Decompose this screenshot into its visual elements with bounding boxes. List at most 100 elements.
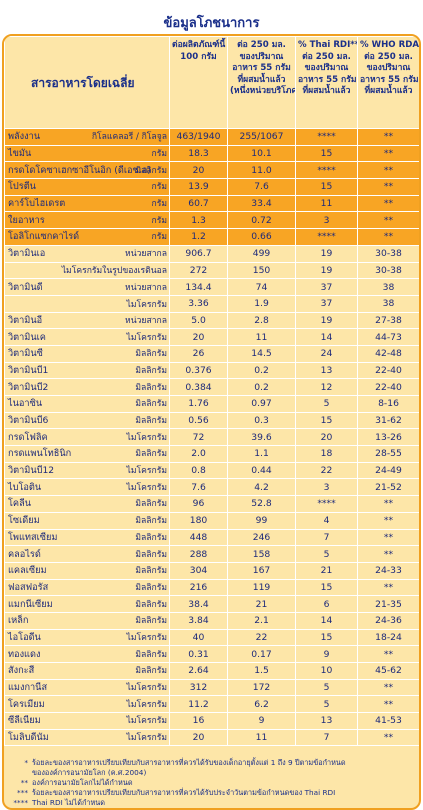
nutrient-name: วิตามินบี1 [8, 364, 49, 376]
value-v4: 21-35 [357, 595, 419, 613]
value-v3: 13 [295, 361, 358, 380]
value-v4: ** [357, 578, 419, 597]
nutrition-table: สารอาหารโดยเฉลี่ย ต่อผลิตภัณฑ์นี้ 100 กร… [4, 36, 419, 747]
nutrient-name: โปรตีน [8, 181, 36, 193]
nutrient-unit: กรัม [151, 182, 167, 193]
nutrient-unit: มิลลิกรัม [135, 449, 167, 460]
value-v3: 7 [295, 528, 358, 547]
nutrient-cell: ไมโครกรัม ไอโอดีน [4, 628, 170, 647]
nutrient-cell: มิลลิกรัม วิตามินบี6 [4, 411, 170, 430]
value-v3: 5 [295, 695, 358, 714]
table-row: หน่วยสากล วิตามินดี 134.4 74 37 38 [4, 278, 419, 296]
value-v1: 1.76 [169, 395, 228, 413]
nutrient-cell: มิลลิกรัม ทองแดง [4, 645, 170, 663]
table-row: กิโลแคลอรี / กิโลจูล พลังงาน 463/1940 255/1… [4, 128, 419, 146]
nutrient-name: โพแทสเซียม [8, 531, 58, 543]
table-row: ไมโครกรัม ไบโอติน 7.6 4.2 3 21-52 [4, 478, 419, 497]
value-v1: 16 [169, 712, 228, 730]
nutrient-unit: มิลลิกรัม [135, 532, 167, 543]
nutrient-name: กรดโฟลิค [8, 431, 48, 443]
page-title: ข้อมูลโภชนาการ [163, 16, 260, 31]
value-v2: 150 [227, 261, 296, 280]
value-v1: 5.0 [169, 311, 228, 330]
nutrient-cell: ไมโครกรัม แมงกานีส [4, 678, 170, 697]
value-v3: **** [295, 161, 358, 180]
value-v4: ** [357, 211, 419, 230]
nutrient-cell: ไมโครกรัม ซีลีเนียม [4, 712, 170, 730]
footnote: *** ร้อยละของสารอาหารเปรียบเทียบกับสารอาห… [8, 788, 413, 798]
value-v1: 40 [169, 628, 228, 647]
table-row: หน่วยสากล วิตามินเอ 906.7 499 19 30-38 [4, 244, 419, 263]
nutrient-cell: มิลลิกรัม เหล็ก [4, 611, 170, 630]
nutrient-unit: มิลลิกรัม [135, 549, 167, 560]
value-v3: 12 [295, 378, 358, 396]
value-v4: ** [357, 161, 419, 180]
value-v4: 21-52 [357, 478, 419, 497]
value-v2: 14.5 [227, 344, 296, 363]
value-v4: 45-62 [357, 662, 419, 680]
header-per-serving: ต่อ 250 มล. ของปริมาณ อาหาร 55 กรัม ที่ผ… [227, 36, 296, 129]
nutrient-name: สังกะสี [8, 665, 35, 677]
footnote-mark: ** [20, 778, 28, 787]
nutrient-cell: มิลลิกรัม ไนอาซิน [4, 395, 170, 413]
table-row: มิลลิกรัม ไนอาซิน 1.76 0.97 5 8-16 [4, 395, 419, 413]
table-row: ไมโครกรัม กรดโฟลิค 72 39.6 20 13-26 [4, 428, 419, 447]
value-v4: 8-16 [357, 395, 419, 413]
nutrient-name: โซเดียม [8, 515, 40, 527]
header-thai-rdi: % Thai RDI*** ต่อ 250 มล. ของปริมาณ อาหา… [295, 36, 358, 129]
value-v1: 2.0 [169, 445, 228, 463]
table-row: มิลลิกรัม โซเดียม 180 99 4 ** [4, 511, 419, 530]
nutrient-name: ไอโอดีน [8, 631, 41, 643]
value-v4: 38 [357, 278, 419, 296]
value-v4: 30-38 [357, 261, 419, 280]
nutrient-name: คลอไรด์ [8, 548, 41, 560]
value-v3: 7 [295, 728, 358, 747]
nutrient-name: กรดโดโคซาเฮกซาอีโนอิก (ดีเอชเอ) [8, 164, 151, 176]
value-v1: 1.3 [169, 211, 228, 230]
nutrient-cell: ไมโครกรัม โมลิบดีนัม [4, 728, 170, 747]
nutrient-unit: มิลลิกรัม [135, 165, 167, 176]
value-v3: 14 [295, 328, 358, 346]
nutrient-name: ไบโอติน [8, 481, 42, 493]
value-v1: 2.64 [169, 662, 228, 680]
value-v2: 2.1 [227, 611, 296, 630]
table-row: ไมโครกรัม แมงกานีส 312 172 5 ** [4, 678, 419, 697]
value-v3: 6 [295, 595, 358, 613]
nutrient-name: แมงกานีส [8, 682, 48, 694]
value-v4: 18-24 [357, 628, 419, 647]
nutrient-cell: กิโลแคลอรี / กิโลจูล พลังงาน [4, 128, 170, 146]
nutrient-unit: กิโลแคลอรี / กิโลจูล [91, 132, 167, 143]
value-v1: 3.84 [169, 611, 228, 630]
nutrient-name: ฟอสฟอรัส [8, 581, 49, 593]
nutrient-unit: กรัม [151, 215, 167, 226]
value-v1: 60.7 [169, 194, 228, 213]
table-row: มิลลิกรัม แมกนีเซียม 38.4 21 6 21-35 [4, 595, 419, 613]
value-v2: 499 [227, 244, 296, 263]
table-row: มิลลิกรัม โพแทสเซียม 448 246 7 ** [4, 528, 419, 547]
nutrient-unit: ไมโครกรัมในรูปของเรตินอล [61, 266, 167, 277]
value-v4: 24-33 [357, 561, 419, 580]
table-row: ไมโครกรัมในรูปของเรตินอล 272 150 19 30-38 [4, 261, 419, 280]
nutrient-name: วิตามินดี [8, 281, 43, 293]
value-v1: 0.384 [169, 378, 228, 396]
value-v2: 11.0 [227, 161, 296, 180]
value-v2: 0.72 [227, 211, 296, 230]
value-v2: 246 [227, 528, 296, 547]
table-row: ไมโครกรัม โมลิบดีนัม 20 11 7 ** [4, 728, 419, 747]
nutrient-cell: ไมโครกรัม โครเมียม [4, 695, 170, 714]
value-v4: 24-49 [357, 461, 419, 480]
value-v2: 74 [227, 278, 296, 296]
value-v2: 9 [227, 712, 296, 730]
nutrient-cell: ไมโครกรัม วิตามินเค [4, 328, 170, 346]
nutrient-unit: มิลลิกรัม [135, 616, 167, 627]
table-row: มิลลิกรัม กรดโดโคซาเฮกซาอีโนอิก (ดีเอชเอ)… [4, 161, 419, 180]
table-header-row: สารอาหารโดยเฉลี่ย ต่อผลิตภัณฑ์นี้ 100 กร… [4, 36, 419, 129]
nutrient-cell: กรัม ใยอาหาร [4, 211, 170, 230]
value-v1: 11.2 [169, 695, 228, 714]
value-v2: 1.1 [227, 445, 296, 463]
value-v3: 15 [295, 411, 358, 430]
value-v2: 6.2 [227, 695, 296, 714]
value-v2: 99 [227, 511, 296, 530]
table-row: มิลลิกรัม วิตามินบี1 0.376 0.2 13 22-40 [4, 361, 419, 380]
value-v4: ** [357, 228, 419, 246]
